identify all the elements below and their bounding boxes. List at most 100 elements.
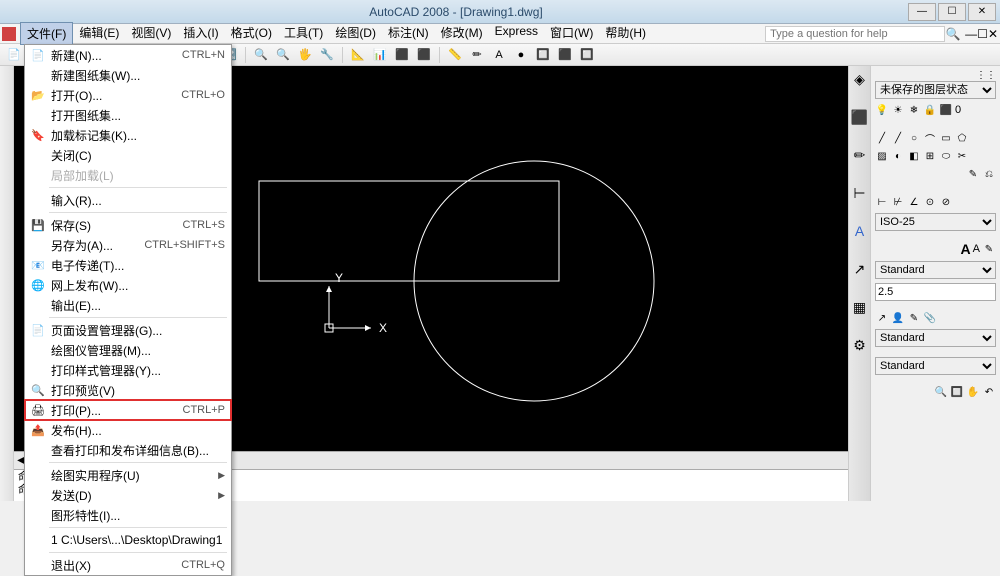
toolbar-btn-14[interactable]: 📐 [348, 46, 368, 64]
help-search-icon[interactable]: 🔍 [945, 27, 961, 41]
menu-E[interactable]: 编辑(E) [73, 22, 125, 45]
file-menu-item-2[interactable]: 📂打开(O)...CTRL+O [25, 85, 231, 105]
file-menu-item-1[interactable]: 新建图纸集(W)... [25, 65, 231, 85]
line-icon[interactable]: ╱ [875, 131, 889, 145]
menu-W[interactable]: 窗口(W) [544, 22, 599, 45]
dim-lin-icon[interactable]: ⊢ [875, 195, 889, 209]
text-small-A-icon[interactable]: A [973, 243, 980, 255]
dim-rad-icon[interactable]: ⊙ [923, 195, 937, 209]
lead3-icon[interactable]: ✎ [907, 311, 921, 325]
toolbar-btn-23[interactable]: ⬛ [555, 46, 575, 64]
minimize-button[interactable]: — [908, 3, 936, 21]
file-menu-item-18[interactable]: 打印样式管理器(Y)... [25, 360, 231, 380]
toolbar-btn-21[interactable]: ● [511, 46, 531, 64]
file-menu-item-11[interactable]: 另存为(A)...CTRL+SHIFT+S [25, 235, 231, 255]
text-edit-icon[interactable]: ✎ [982, 242, 996, 256]
file-menu-item-16[interactable]: 📄页面设置管理器(G)... [25, 320, 231, 340]
array-icon[interactable]: ⊞ [923, 149, 937, 163]
freeze-icon[interactable]: ❄ [907, 103, 921, 117]
circle-icon[interactable]: ○ [907, 131, 921, 145]
text-height-input[interactable] [875, 283, 996, 301]
maximize-button[interactable]: ☐ [938, 3, 966, 21]
poly-icon[interactable]: ⬠ [955, 131, 969, 145]
toolbar-btn-13[interactable]: 🔧 [317, 46, 337, 64]
toolbar-btn-22[interactable]: 🔲 [533, 46, 553, 64]
dim-ali-icon[interactable]: ⊬ [891, 195, 905, 209]
menu-T[interactable]: 工具(T) [278, 22, 329, 45]
arc-icon[interactable]: ⌒ [923, 131, 937, 145]
file-menu-item-13[interactable]: 🌐网上发布(W)... [25, 275, 231, 295]
file-menu-item-8[interactable]: 输入(R)... [25, 190, 231, 210]
zoom-win-icon[interactable]: 🔲 [950, 385, 964, 399]
more-icon[interactable]: ⚙ [851, 336, 869, 354]
help-search-input[interactable] [765, 26, 945, 42]
file-menu-item-19[interactable]: 🔍打印预览(V) [25, 380, 231, 400]
toolbar-btn-24[interactable]: 🔲 [577, 46, 597, 64]
menu-D[interactable]: 绘图(D) [329, 22, 382, 45]
menu-N[interactable]: 标注(N) [382, 22, 435, 45]
file-menu-item-30[interactable]: 退出(X)CTRL+Q [25, 555, 231, 575]
file-menu-item-17[interactable]: 绘图仪管理器(M)... [25, 340, 231, 360]
mleader-select[interactable]: Standard [875, 329, 996, 347]
layers-icon[interactable]: ◈ [851, 70, 869, 88]
hatch-icon[interactable]: ▨ [875, 149, 889, 163]
child-maximize-button[interactable]: ☐ [977, 27, 988, 41]
textstyle-select[interactable]: Standard [875, 261, 996, 279]
toolbar-btn-17[interactable]: ⬛ [414, 46, 434, 64]
file-menu-item-4[interactable]: 🔖加载标记集(K)... [25, 125, 231, 145]
lead4-icon[interactable]: 📎 [923, 311, 937, 325]
dimstyle-select[interactable]: ISO-25 [875, 213, 996, 231]
toolbar-btn-0[interactable]: 📄 [4, 46, 24, 64]
color-swatch[interactable]: ⬛ [939, 103, 953, 117]
blocks-icon[interactable]: ⬛ [851, 108, 869, 126]
layer-state-select[interactable]: 未保存的图层状态 [875, 81, 996, 99]
file-menu-item-14[interactable]: 输出(E)... [25, 295, 231, 315]
menu-V[interactable]: 视图(V) [125, 22, 177, 45]
close-button[interactable]: ✕ [968, 3, 996, 21]
file-menu-item-22[interactable]: 查看打印和发布详细信息(B)... [25, 440, 231, 460]
toolbar-btn-19[interactable]: ✏ [467, 46, 487, 64]
file-menu-item-26[interactable]: 图形特性(I)... [25, 505, 231, 525]
zoom-prev-icon[interactable]: ↶ [982, 385, 996, 399]
toolbar-btn-10[interactable]: 🔍 [251, 46, 271, 64]
grad-icon[interactable]: ◐ [891, 149, 905, 163]
zoom-ext-icon[interactable]: 🔍 [934, 385, 948, 399]
sun-icon[interactable]: ☀ [891, 103, 905, 117]
child-close-button[interactable]: ✕ [988, 27, 998, 41]
file-menu-item-28[interactable]: 1 C:\Users\...\Desktop\Drawing1 [25, 530, 231, 550]
toolbar-btn-16[interactable]: ⬛ [392, 46, 412, 64]
file-menu-item-0[interactable]: 📄新建(N)...CTRL+N [25, 45, 231, 65]
file-menu-item-12[interactable]: 📧电子传递(T)... [25, 255, 231, 275]
panel-grip[interactable]: ⋮⋮ [875, 70, 996, 81]
toolbar-btn-15[interactable]: 📊 [370, 46, 390, 64]
table-style-select[interactable]: Standard [875, 357, 996, 375]
file-menu-item-25[interactable]: 发送(D)▶ [25, 485, 231, 505]
menu-M[interactable]: 修改(M) [435, 22, 489, 45]
toolbar-btn-12[interactable]: 🖐 [295, 46, 315, 64]
text-icon[interactable]: A [851, 222, 869, 240]
ellipse-icon[interactable]: ⬭ [939, 149, 953, 163]
dim-ang-icon[interactable]: ∠ [907, 195, 921, 209]
menu-O[interactable]: 格式(O) [225, 22, 278, 45]
dim-dia-icon[interactable]: ⊘ [939, 195, 953, 209]
lock-icon[interactable]: 🔒 [923, 103, 937, 117]
text-A-icon[interactable]: A [961, 241, 971, 257]
file-menu-item-24[interactable]: 绘图实用程序(U)▶ [25, 465, 231, 485]
file-menu-item-10[interactable]: 💾保存(S)CTRL+S [25, 215, 231, 235]
file-menu-item-3[interactable]: 打开图纸集... [25, 105, 231, 125]
modify1-icon[interactable]: ✎ [966, 167, 980, 181]
table-icon[interactable]: ▦ [851, 298, 869, 316]
region-icon[interactable]: ◧ [907, 149, 921, 163]
leader-icon[interactable]: ↗ [851, 260, 869, 278]
lead2-icon[interactable]: 👤 [891, 311, 905, 325]
menu-F[interactable]: 文件(F) [20, 22, 73, 45]
toolbar-btn-18[interactable]: 📏 [445, 46, 465, 64]
toolbar-btn-20[interactable]: A [489, 46, 509, 64]
draw-icon[interactable]: ✏ [851, 146, 869, 164]
pline-icon[interactable]: ╱ [891, 131, 905, 145]
menu-I[interactable]: 插入(I) [177, 22, 224, 45]
file-menu-item-21[interactable]: 📤发布(H)... [25, 420, 231, 440]
file-menu-item-5[interactable]: 关闭(C) [25, 145, 231, 165]
child-minimize-button[interactable]: — [965, 27, 977, 41]
toolbar-btn-11[interactable]: 🔍 [273, 46, 293, 64]
